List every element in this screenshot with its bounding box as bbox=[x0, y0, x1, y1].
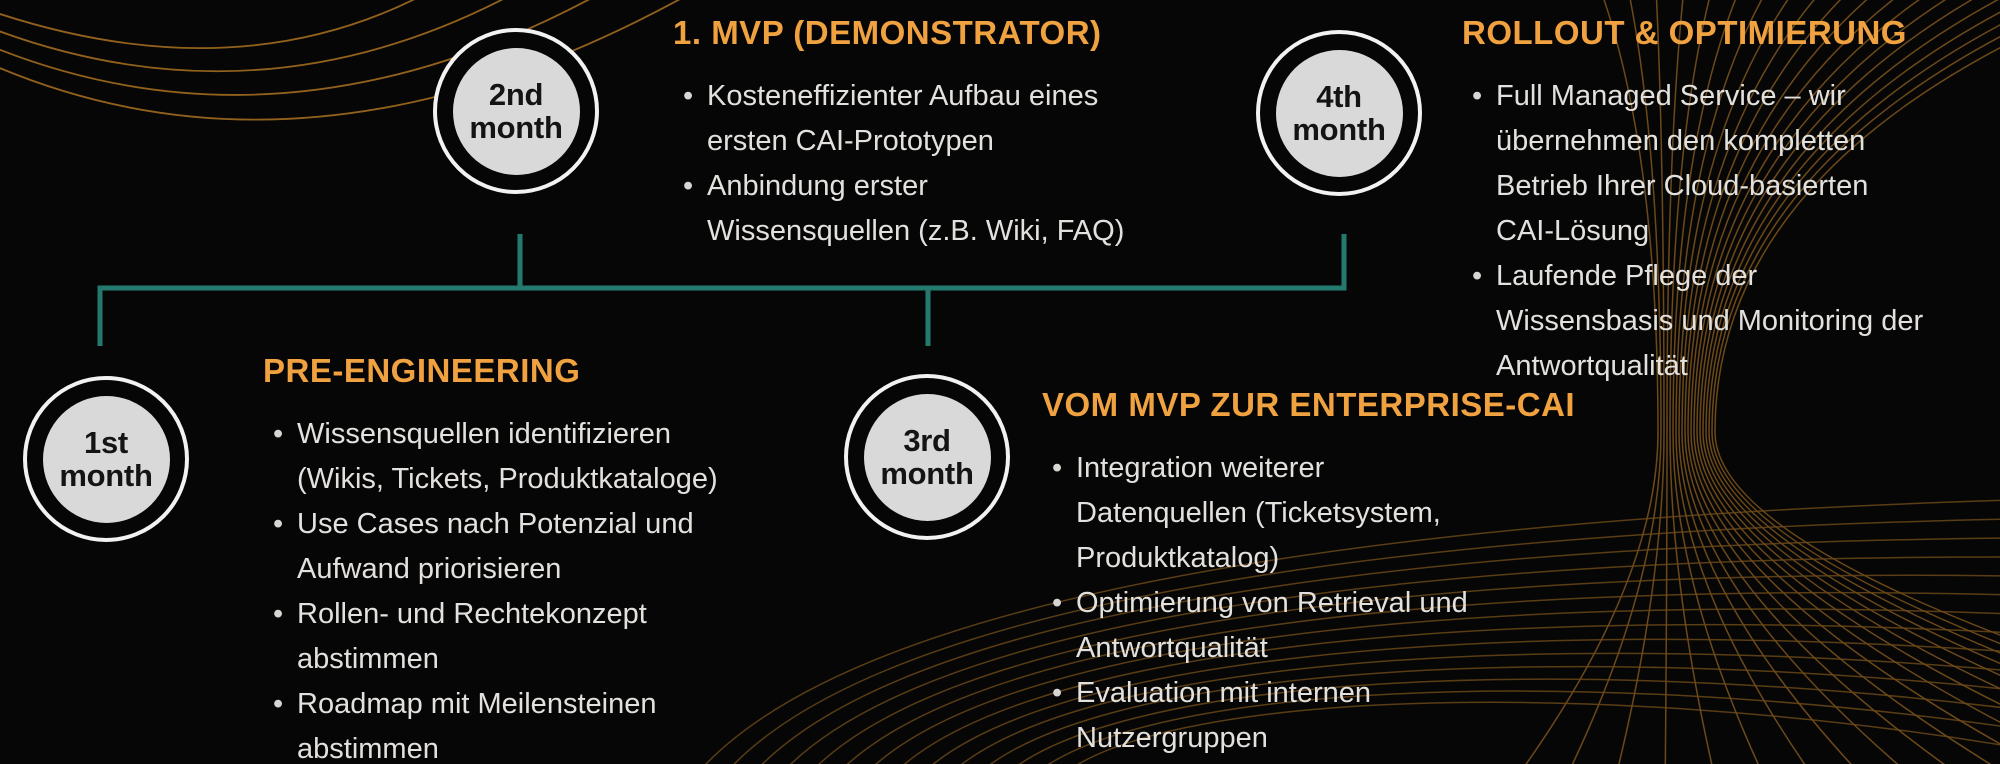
phase-title: ROLLOUT & OPTIMIERUNG bbox=[1462, 14, 1907, 51]
bullet-list: • Wissensquellen identifizieren (Wikis, … bbox=[263, 412, 823, 764]
bullet-dot: • bbox=[1472, 80, 1483, 112]
milestone-circle-month-2: 2nd month bbox=[433, 28, 599, 194]
milestone-disc: 4th month bbox=[1275, 49, 1403, 177]
milestone-disc: 1st month bbox=[42, 395, 170, 523]
bullet-list: • Kosteneffizienter Aufbau eines ersten … bbox=[673, 74, 1233, 254]
bullet-item: • Integration weiterer Datenquellen (Tic… bbox=[1042, 446, 1602, 581]
bullet-text: Laufende Pflege der Wissensbasis und Mon… bbox=[1496, 260, 1924, 382]
milestone-label-month-2: 2nd month bbox=[469, 77, 563, 145]
bullet-item: • Wissensquellen identifizieren (Wikis, … bbox=[263, 412, 823, 502]
phase-section-enterprise-cai: VOM MVP ZUR ENTERPRISE-CAI • Integration… bbox=[1042, 384, 1602, 761]
bullet-item: • Kosteneffizienter Aufbau eines ersten … bbox=[673, 74, 1233, 164]
bullet-item: • Laufende Pflege der Wissensbasis und M… bbox=[1462, 254, 2000, 389]
milestone-circle-month-1: 1st month bbox=[23, 376, 189, 542]
connector-main-line bbox=[97, 234, 1347, 346]
bullet-item: • Evaluation mit internen Nutzergruppen bbox=[1042, 671, 1602, 761]
bullet-item: • Anbindung erster Wissensquellen (z.B. … bbox=[673, 164, 1233, 254]
phase-section-pre-engineering: PRE-ENGINEERING • Wissensquellen identif… bbox=[263, 350, 823, 764]
bullet-item: • Rollen- und Rechtekonzept abstimmen bbox=[263, 592, 823, 682]
bullet-text: Evaluation mit internen Nutzergruppen bbox=[1076, 677, 1371, 754]
milestone-circle-month-3: 3rd month bbox=[844, 374, 1010, 540]
bullet-dot: • bbox=[273, 598, 284, 630]
phase-title: VOM MVP ZUR ENTERPRISE-CAI bbox=[1042, 386, 1576, 423]
phase-title: PRE-ENGINEERING bbox=[263, 352, 581, 389]
phase-title: 1. MVP (DEMONSTRATOR) bbox=[673, 14, 1102, 51]
phase-section-rollout-optimierung: ROLLOUT & OPTIMIERUNG • Full Managed Ser… bbox=[1462, 12, 2000, 389]
bullet-text: Use Cases nach Potenzial und Aufwand pri… bbox=[297, 508, 694, 585]
milestone-label-month-4: 4th month bbox=[1292, 79, 1386, 147]
milestone-label-month-1: 1st month bbox=[59, 425, 153, 493]
bullet-text: Kosteneffizienter Aufbau eines ersten CA… bbox=[707, 80, 1099, 157]
milestone-disc: 3rd month bbox=[863, 393, 991, 521]
bullet-text: Roadmap mit Meilensteinen abstimmen bbox=[297, 688, 657, 764]
milestone-disc: 2nd month bbox=[452, 47, 580, 175]
bullet-dot: • bbox=[1472, 260, 1483, 292]
bullet-item: • Roadmap mit Meilensteinen abstimmen bbox=[263, 682, 823, 764]
bullet-text: Optimierung von Retrieval und Antwortqua… bbox=[1076, 587, 1468, 664]
bullet-dot: • bbox=[273, 688, 284, 720]
bullet-dot: • bbox=[273, 508, 284, 540]
bullet-text: Rollen- und Rechtekonzept abstimmen bbox=[297, 598, 647, 675]
bullet-dot: • bbox=[1052, 587, 1063, 619]
bullet-text: Full Managed Service – wir übernehmen de… bbox=[1496, 80, 1869, 247]
bullet-dot: • bbox=[1052, 452, 1063, 484]
bullet-text: Wissensquellen identifizieren (Wikis, Ti… bbox=[297, 418, 718, 495]
bullet-text: Integration weiterer Datenquellen (Ticke… bbox=[1076, 452, 1441, 574]
bullet-dot: • bbox=[683, 170, 694, 202]
milestone-circle-month-4: 4th month bbox=[1256, 30, 1422, 196]
bullet-dot: • bbox=[683, 80, 694, 112]
bullet-list: • Full Managed Service – wir übernehmen … bbox=[1462, 74, 2000, 389]
bullet-item: • Optimierung von Retrieval und Antwortq… bbox=[1042, 581, 1602, 671]
bullet-list: • Integration weiterer Datenquellen (Tic… bbox=[1042, 446, 1602, 761]
bullet-item: • Use Cases nach Potenzial und Aufwand p… bbox=[263, 502, 823, 592]
bullet-dot: • bbox=[1052, 677, 1063, 709]
bullet-item: • Full Managed Service – wir übernehmen … bbox=[1462, 74, 2000, 254]
bullet-dot: • bbox=[273, 418, 284, 450]
milestone-label-month-3: 3rd month bbox=[880, 423, 974, 491]
swoosh-pattern bbox=[705, 0, 2000, 764]
bullet-text: Anbindung erster Wissensquellen (z.B. Wi… bbox=[707, 170, 1125, 247]
phase-section-mvp-demonstrator: 1. MVP (DEMONSTRATOR) • Kosteneffiziente… bbox=[673, 12, 1233, 254]
